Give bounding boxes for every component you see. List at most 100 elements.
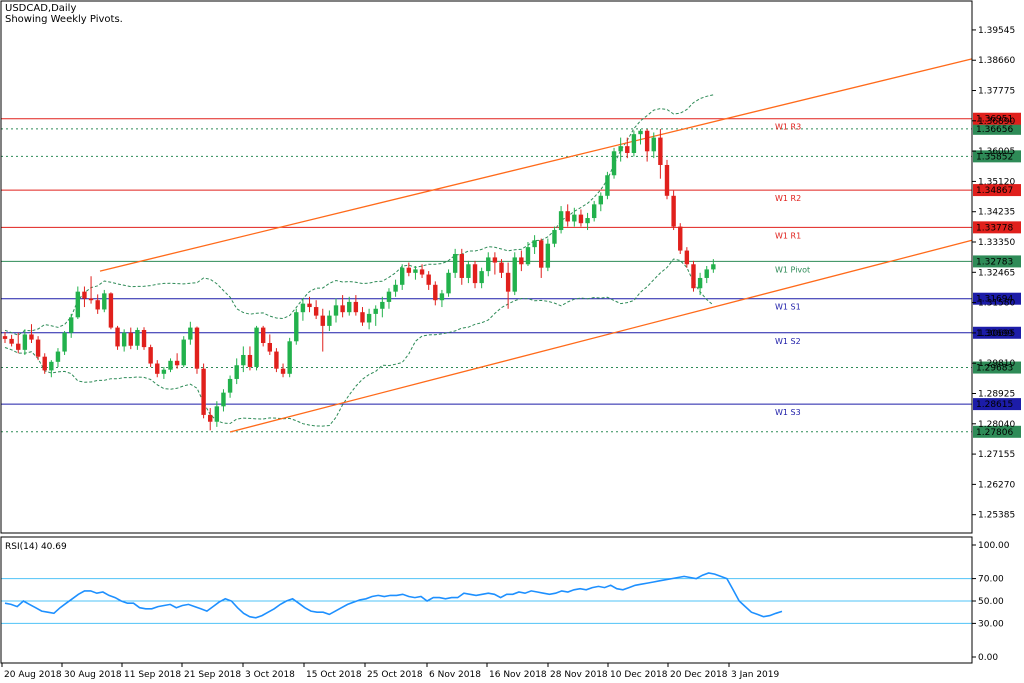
pivot-price-tag <box>973 292 1021 305</box>
x-tick-label: 25 Oct 2018 <box>367 670 423 680</box>
candle-body <box>578 214 584 224</box>
pivot-level-label: W1 S1 <box>775 303 801 312</box>
candle-body <box>512 257 517 292</box>
pivot-price-tag <box>973 255 1021 268</box>
rsi-plot-frame <box>0 536 973 664</box>
chart-title: USDCAD,Daily <box>5 3 77 14</box>
candle-body <box>95 300 100 310</box>
candle-body <box>194 327 200 369</box>
candle-body <box>605 175 610 196</box>
x-tick-label: 3 Jan 2019 <box>731 670 779 680</box>
candle-body <box>247 354 253 367</box>
candle-body <box>539 240 544 268</box>
candle-body <box>29 334 34 340</box>
candle-body <box>274 351 279 369</box>
level-price-tag-label: 1.27806 <box>976 428 1013 438</box>
candle-body <box>532 240 537 248</box>
candle-body <box>552 230 557 244</box>
pivot-price-tag <box>973 112 1021 125</box>
pivot-price-tag <box>973 221 1021 234</box>
candle-body <box>88 298 94 301</box>
pivot-level-label: W1 R3 <box>775 123 801 132</box>
candle-body <box>439 293 445 301</box>
candle-body <box>631 134 637 153</box>
candle-body <box>62 332 67 352</box>
candle-body <box>499 262 504 273</box>
price-tick-label: 1.28925 <box>978 389 1015 399</box>
candle-body <box>208 414 213 422</box>
rsi-tick-label: 50.00 <box>978 597 1004 607</box>
rsi-label: RSI(14) 40.69 <box>5 542 67 552</box>
candle-body <box>711 264 716 270</box>
candle-body <box>148 347 153 364</box>
candle-body <box>42 356 47 371</box>
candle-body <box>366 313 372 323</box>
candle-body <box>115 327 120 347</box>
candle-body <box>181 339 186 366</box>
price-tick-label: 1.32465 <box>978 268 1015 278</box>
candle-body <box>188 327 193 340</box>
candle-body <box>360 312 365 323</box>
rsi-tick-label: 0.00 <box>978 653 998 663</box>
candle-body <box>221 392 226 407</box>
candle-body <box>300 303 306 313</box>
x-tick-label: 21 Sep 2018 <box>184 670 241 680</box>
candle-body <box>486 257 491 272</box>
candle-body <box>313 307 319 316</box>
level-price-tag <box>973 122 1021 135</box>
candle-body <box>227 378 233 393</box>
lower-band <box>4 258 714 427</box>
candle-body <box>320 315 325 326</box>
candle-body <box>128 332 133 346</box>
candle-body <box>267 343 272 352</box>
rsi-line <box>4 572 783 619</box>
candle-body <box>684 250 690 265</box>
candle-body <box>618 146 623 152</box>
pivot-price-tag-label: 1.32783 <box>976 257 1013 267</box>
candle-body <box>565 211 570 222</box>
candle-body <box>492 257 498 263</box>
x-tick-label: 16 Nov 2018 <box>489 670 547 680</box>
candle-body <box>55 351 61 362</box>
pivot-level-label: W1 S2 <box>775 337 801 346</box>
candle-body <box>35 339 41 357</box>
candle-body <box>161 369 167 374</box>
candle-body <box>49 361 54 371</box>
candle-body <box>373 308 378 314</box>
candle-body <box>69 317 74 333</box>
price-tick-label: 1.34235 <box>978 208 1015 218</box>
candle-body <box>651 137 656 152</box>
candle-body <box>234 365 239 379</box>
candle-body <box>135 329 140 346</box>
price-tick-label: 1.38660 <box>978 56 1015 66</box>
level-price-tag-label: 1.36656 <box>976 125 1013 135</box>
main-plot-frame <box>0 0 973 534</box>
price-tick-label: 1.36890 <box>978 117 1015 127</box>
candle-body <box>16 343 21 350</box>
candle-body <box>380 301 385 309</box>
price-tick-label: 1.37775 <box>978 87 1015 97</box>
candle-body <box>678 226 683 251</box>
candle-body <box>697 277 703 289</box>
pivot-price-tag-label: 1.34867 <box>976 186 1013 196</box>
candle-body <box>406 267 412 273</box>
level-price-tag-label: 1.29683 <box>976 364 1013 374</box>
candle-body <box>446 272 451 294</box>
x-tick-label: 11 Sep 2018 <box>124 670 181 680</box>
level-price-tag-label: 1.35852 <box>976 152 1013 162</box>
candle-body <box>691 264 696 289</box>
candle-body <box>168 360 173 370</box>
pivot-price-tag <box>973 398 1021 411</box>
price-tick-label: 1.33350 <box>978 238 1015 248</box>
candle-body <box>201 368 206 415</box>
price-tick-label: 1.29810 <box>978 359 1015 369</box>
candle-body <box>386 291 392 302</box>
candle-body <box>572 214 577 222</box>
candle-body <box>479 271 484 284</box>
candle-body <box>353 301 359 313</box>
candle-body <box>472 264 478 284</box>
rsi-tick-label: 100.00 <box>978 541 1010 551</box>
candle-body <box>174 360 180 366</box>
rsi-tick-label: 70.00 <box>978 575 1004 585</box>
